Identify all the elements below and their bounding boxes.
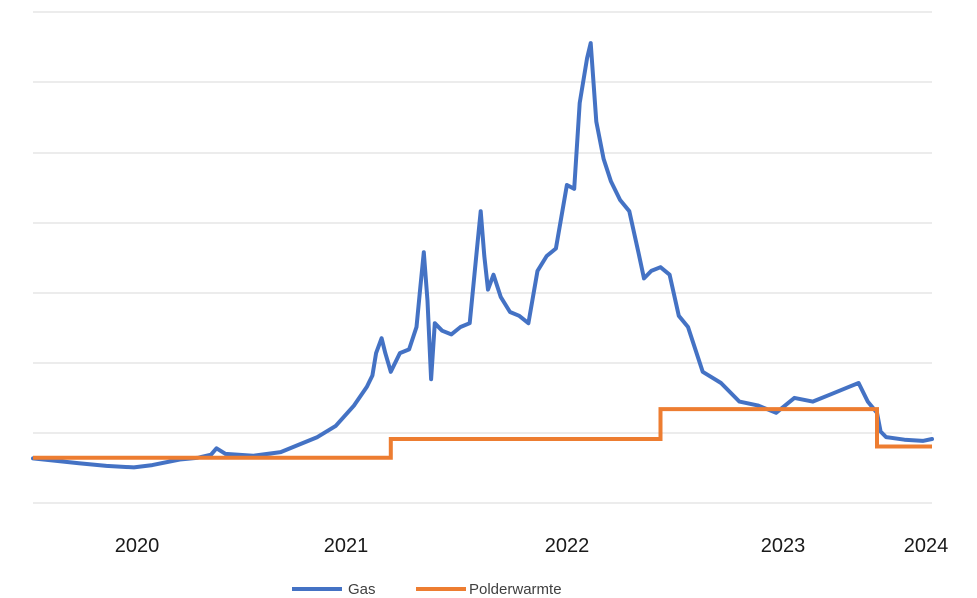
legend-item-polderwarmte: Polderwarmte: [416, 581, 562, 598]
series-line-polderwarmte: [33, 407, 932, 460]
x-tick-label-2021: 2021: [324, 535, 369, 557]
x-tick-label-2024: 2024: [904, 535, 949, 557]
x-tick-label-2020: 2020: [115, 535, 160, 557]
legend-label-gas: Gas: [348, 581, 376, 598]
x-axis-tick-labels: 2020 2021 2022 2023 2024: [115, 535, 949, 557]
legend-item-gas: Gas: [292, 581, 376, 598]
horizontal-gridlines: [33, 11, 932, 504]
series-line-gas: [31, 41, 934, 470]
x-tick-label-2023: 2023: [761, 535, 806, 557]
x-tick-label-2022: 2022: [545, 535, 590, 557]
legend-label-polderwarmte: Polderwarmte: [469, 581, 562, 598]
legend: Gas Polderwarmte: [292, 581, 562, 598]
